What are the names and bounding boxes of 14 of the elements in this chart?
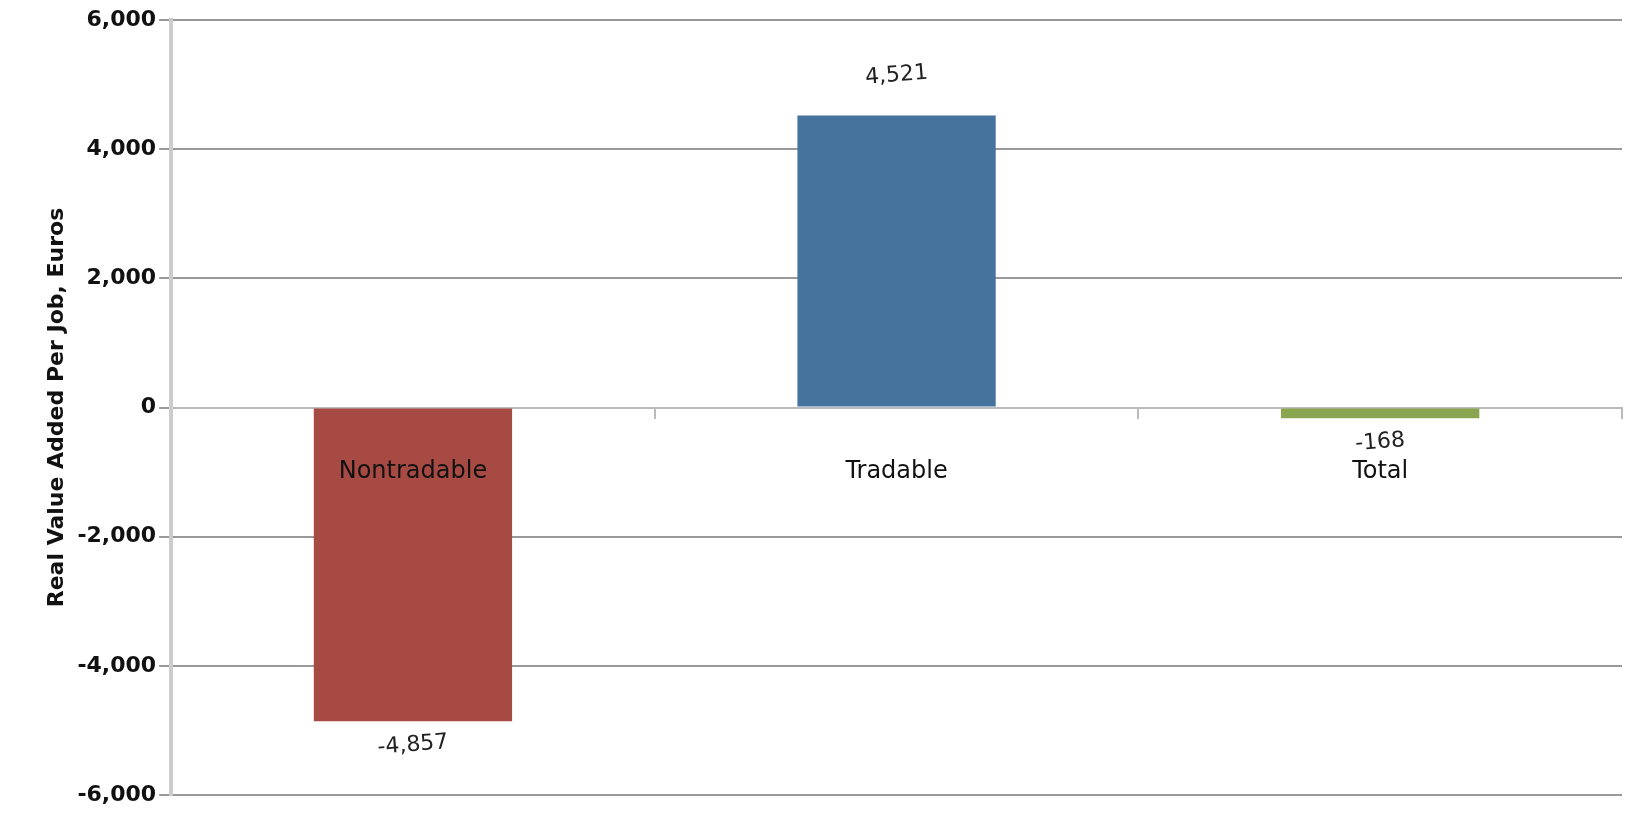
data-label: -168 [1354, 426, 1406, 456]
y-tick-label: -2,000 [77, 522, 157, 548]
y-tick-label: 6,000 [86, 5, 157, 31]
x-tick-label: Nontradable [338, 455, 488, 484]
x-tick-label: Tradable [844, 455, 948, 484]
data-label: 4,521 [864, 58, 929, 89]
y-tick-label: 4,000 [86, 134, 157, 160]
y-tick-label: -6,000 [77, 780, 157, 806]
x-tick-label: Total [1351, 455, 1409, 484]
y-tick-label: 0 [140, 393, 157, 419]
y-tick-label: 2,000 [86, 264, 157, 290]
y-tick-label: -4,000 [77, 651, 157, 677]
data-label: -4,857 [376, 728, 450, 759]
y-axis-title: Real Value Added Per Job, Euros [42, 207, 68, 608]
